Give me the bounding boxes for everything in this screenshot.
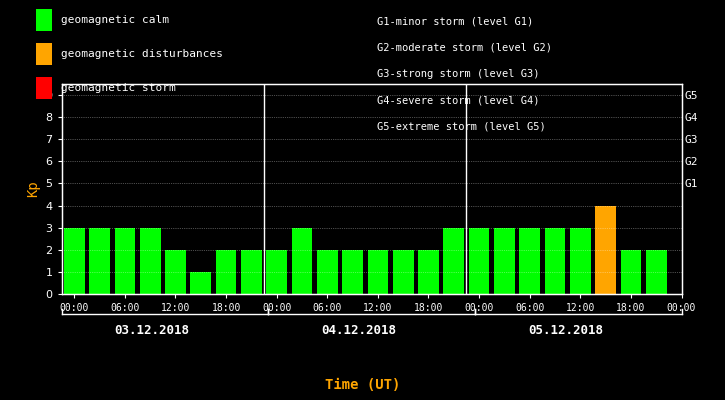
Bar xyxy=(191,272,211,294)
Bar xyxy=(64,228,85,294)
Text: 04.12.2018: 04.12.2018 xyxy=(321,324,396,336)
Text: G4-severe storm (level G4): G4-severe storm (level G4) xyxy=(377,95,539,105)
Bar xyxy=(317,250,338,294)
Text: G2-moderate storm (level G2): G2-moderate storm (level G2) xyxy=(377,42,552,52)
Text: Time (UT): Time (UT) xyxy=(325,378,400,392)
Bar xyxy=(519,228,540,294)
Bar xyxy=(444,228,464,294)
Bar xyxy=(494,228,515,294)
Text: G1-minor storm (level G1): G1-minor storm (level G1) xyxy=(377,16,534,26)
Bar xyxy=(89,228,110,294)
Text: geomagnetic storm: geomagnetic storm xyxy=(61,83,175,93)
Bar xyxy=(216,250,236,294)
Bar xyxy=(595,206,616,294)
Bar xyxy=(140,228,160,294)
Bar xyxy=(469,228,489,294)
Text: 03.12.2018: 03.12.2018 xyxy=(115,324,189,336)
Text: G5-extreme storm (level G5): G5-extreme storm (level G5) xyxy=(377,122,546,132)
Bar xyxy=(646,250,666,294)
Text: 05.12.2018: 05.12.2018 xyxy=(528,324,602,336)
Bar xyxy=(393,250,413,294)
Bar xyxy=(570,228,591,294)
Bar xyxy=(115,228,136,294)
Text: geomagnetic calm: geomagnetic calm xyxy=(61,15,169,25)
Y-axis label: Kp: Kp xyxy=(26,181,40,197)
Bar xyxy=(165,250,186,294)
Bar xyxy=(621,250,642,294)
Bar xyxy=(266,250,287,294)
Bar xyxy=(342,250,363,294)
Text: G3-strong storm (level G3): G3-strong storm (level G3) xyxy=(377,69,539,79)
Bar xyxy=(368,250,389,294)
Bar xyxy=(241,250,262,294)
Bar xyxy=(291,228,312,294)
Text: geomagnetic disturbances: geomagnetic disturbances xyxy=(61,49,223,59)
Bar xyxy=(544,228,566,294)
Bar xyxy=(418,250,439,294)
